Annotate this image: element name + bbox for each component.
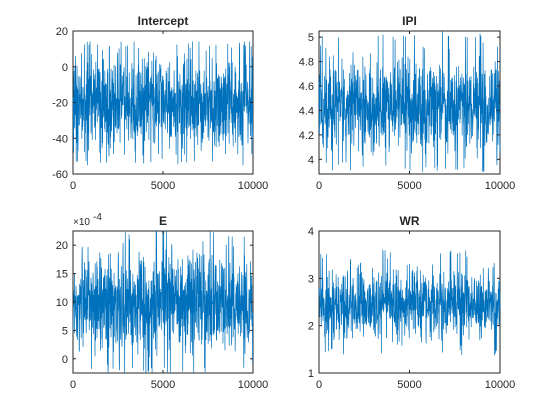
y-tick-label: 3 [308,273,314,285]
y-tick-label: 5 [62,325,68,337]
y-tick-label: 0 [62,62,68,74]
y-tick-label: 5 [308,32,314,44]
subplot-e: 0 5000 10000 0 5 10 15 20 E ×10 -4 [56,212,269,391]
x-tick-label: 10000 [238,180,269,192]
y-tick-label: 1 [308,368,314,380]
subplot-title-intercept: Intercept [138,14,189,28]
x-tick-label: 0 [70,180,76,192]
x-tick-label: 0 [316,180,322,192]
y-tick-label: 0 [62,354,68,366]
series-line-e [72,230,254,374]
series-line-intercept [72,41,254,166]
y-tick-label: 4.4 [299,105,314,117]
y-exponent-power: -4 [93,212,102,223]
subplot-title-wr: WR [400,214,420,228]
y-tick-label: 20 [56,26,68,38]
x-tick-label: 10000 [238,379,269,391]
subplot-ipi: 0 5000 10000 4 4.2 4.4 4.6 4.8 5 IPI [299,14,516,192]
series-line-wr [318,249,501,356]
y-tick-label: 4.8 [299,57,314,69]
x-tick-label: 10000 [485,379,516,391]
x-tick-label: 0 [316,379,322,391]
y-tick-label: 4.6 [299,81,314,93]
x-tick-label: 0 [70,379,76,391]
y-tick-label: -40 [52,133,68,145]
series-line-ipi [318,31,501,172]
x-tick-label: 10000 [485,180,516,192]
y-tick-label: -20 [52,98,68,110]
y-tick-label: -60 [52,169,68,181]
y-tick-label: 4 [308,154,314,166]
y-tick-label: 15 [56,269,68,281]
subplot-title-e: E [159,214,167,228]
y-tick-label: 10 [56,297,68,309]
y-tick-label: 2 [308,321,314,333]
x-tick-label: 5000 [397,379,421,391]
y-tick-label: 20 [56,240,68,252]
x-tick-label: 5000 [151,379,175,391]
x-tick-label: 5000 [397,180,421,192]
subplot-intercept: 0 5000 10000 -60 -40 -20 0 20 Intercept [52,14,268,192]
y-tick-label: 4 [308,226,314,238]
subplot-title-ipi: IPI [402,14,417,28]
y-tick-label: 4.2 [299,130,314,142]
x-tick-label: 5000 [151,180,175,192]
y-exponent-label: ×10 [73,217,90,228]
subplot-wr: 0 5000 10000 1 2 3 4 WR [308,214,515,391]
